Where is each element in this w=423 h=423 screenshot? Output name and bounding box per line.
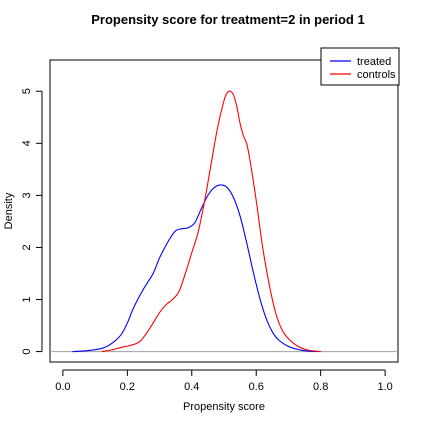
legend-box — [320, 47, 400, 86]
y-tick-label: 3 — [21, 192, 33, 198]
series-line-controls — [101, 90, 321, 353]
y-tick-label: 1 — [21, 296, 33, 302]
legend: treated controls — [320, 47, 400, 86]
x-tick-label: 0.2 — [120, 381, 135, 393]
chart-title: Propensity score for treatment=2 in peri… — [91, 12, 364, 27]
x-tick-label: 0.4 — [184, 381, 199, 393]
legend-label-controls: controls — [357, 69, 396, 81]
y-axis-label: Density — [3, 192, 15, 229]
plot-area-frame — [49, 59, 399, 363]
y-tick-label: 0 — [21, 349, 33, 355]
y-tick-label: 4 — [21, 140, 33, 146]
y-axis: 0 1 2 3 4 5 — [21, 88, 43, 355]
x-tick-label: 0.0 — [55, 381, 70, 393]
x-tick-label: 1.0 — [377, 381, 392, 393]
x-tick-label: 0.6 — [249, 381, 264, 393]
legend-label-treated: treated — [357, 56, 391, 68]
series-line-treated — [72, 184, 321, 353]
x-tick-label: 0.8 — [313, 381, 328, 393]
series-layer — [72, 90, 321, 353]
y-tick-label: 5 — [21, 88, 33, 94]
y-tick-label: 2 — [21, 244, 33, 250]
x-axis: 0.0 0.2 0.4 0.6 0.8 1.0 — [55, 369, 393, 393]
x-axis-label: Propensity score — [183, 401, 265, 413]
